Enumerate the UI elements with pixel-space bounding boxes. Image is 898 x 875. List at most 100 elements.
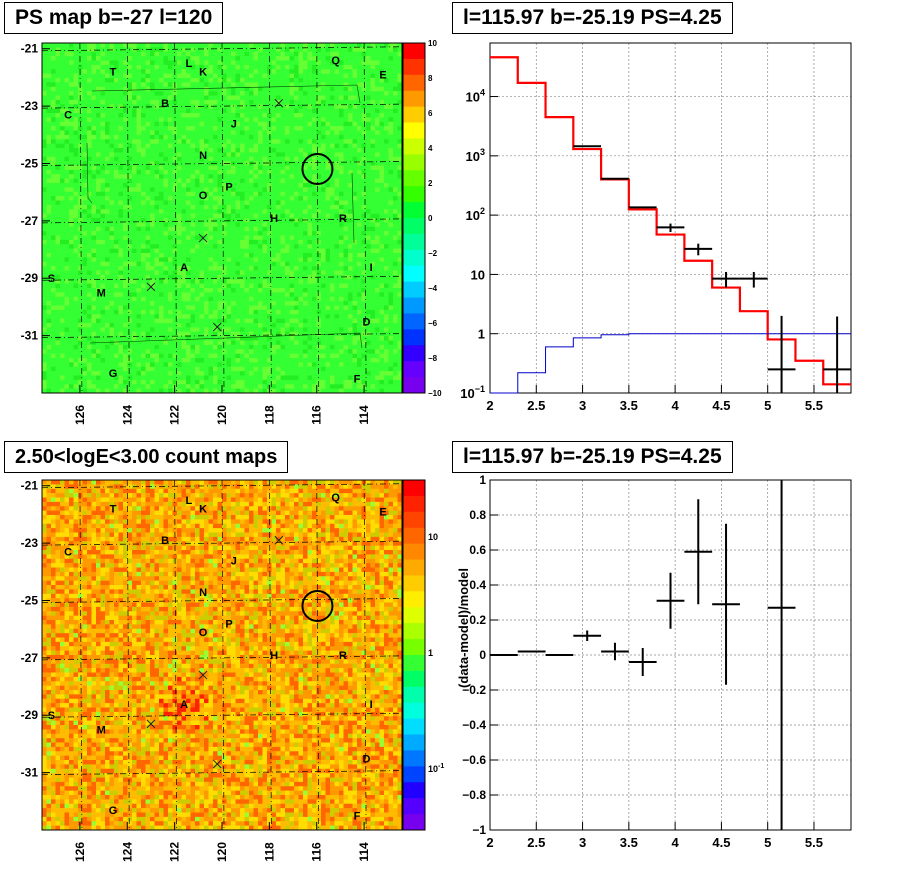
count-cross-marker <box>212 759 222 769</box>
count-source-label: Q <box>331 492 340 504</box>
count-source-label: F <box>354 811 361 823</box>
count-x-tick-label: 114 <box>357 842 371 862</box>
count-source-label: G <box>109 805 118 817</box>
ps-cross-marker <box>212 322 222 332</box>
ps-y-tick-label: -31 <box>21 329 39 343</box>
spectrum-y-tick-label: 1 <box>478 327 485 342</box>
residual-y-tick-label: −0.8 <box>462 788 486 802</box>
ps-y-tick-label: -23 <box>21 99 39 113</box>
ps-y-tick-label: -21 <box>21 42 39 56</box>
ps-map-gridlines <box>41 42 403 394</box>
ps-source-label: D <box>362 316 370 328</box>
spectrum-x-tick-label: 4 <box>672 398 680 413</box>
residual-y-tick-label: −1 <box>472 823 486 837</box>
spectrum-y-tick-label: 10−1 <box>460 384 485 401</box>
count-source-label: B <box>161 535 169 547</box>
ps-cross-marker <box>146 282 156 292</box>
ps-source-label: O <box>199 190 208 202</box>
spectrum-frame <box>489 42 852 394</box>
residual-y-tick-label: 0 <box>479 648 486 662</box>
ps-x-tick-label: 120 <box>215 405 229 425</box>
residual-y-tick-label: 0.8 <box>469 508 486 522</box>
residual-y-tick-label: −0.4 <box>462 718 486 732</box>
ps-y-tick-label: -27 <box>21 214 39 228</box>
ps-colorbar-tick-label: 4 <box>428 144 433 153</box>
spectrum-x-tick-label: 4.5 <box>712 398 730 413</box>
residual-y-tick-label: 1 <box>479 473 486 487</box>
spectrum-y-tick-label: 10 <box>471 267 485 282</box>
ps-x-tick-label: 118 <box>262 405 276 425</box>
count-colorbar <box>403 480 425 831</box>
residual-y-tick-label: 0.4 <box>469 578 486 592</box>
residual-x-tick-label: 5.5 <box>805 835 823 850</box>
count-source-label: I <box>370 699 373 711</box>
ps-colorbar-tick-label: 6 <box>428 109 433 118</box>
ps-y-tick-label: -29 <box>21 271 39 285</box>
residual-x-tick-label: 2 <box>486 835 493 850</box>
residual-x-tick-label: 3.5 <box>620 835 638 850</box>
ps-x-tick-label: 114 <box>357 405 371 425</box>
ps-source-label: S <box>48 273 55 285</box>
ps-colorbar-tick-label: −6 <box>428 319 438 328</box>
model-step-line <box>490 56 851 386</box>
ps-source-label: N <box>199 150 207 162</box>
ps-source-label: M <box>97 288 106 300</box>
count-source-label: P <box>225 618 232 630</box>
residual-y-tick-label: −0.6 <box>462 753 486 767</box>
count-source-label: R <box>339 650 347 662</box>
spectrum-y-tick-label: 104 <box>466 88 485 105</box>
ps-colorbar <box>403 43 425 394</box>
count-source-label: J <box>231 555 237 567</box>
ps-map-title: PS map b=-27 l=120 <box>4 2 224 34</box>
count-map-gridlines <box>41 479 403 831</box>
count-source-label: K <box>199 504 207 516</box>
ps-colorbar-tick-label: 8 <box>428 74 433 83</box>
count-source-label: E <box>379 507 386 519</box>
spectrum-x-tick-label: 3.5 <box>620 398 638 413</box>
ps-source-label: P <box>225 181 232 193</box>
spectrum-gridlines <box>489 43 851 394</box>
ps-source-label: K <box>199 67 207 79</box>
count-source-label: L <box>185 495 192 507</box>
ps-x-tick-label: 124 <box>120 405 134 425</box>
ps-colorbar-tick-label: −10 <box>428 389 442 398</box>
count-y-tick-label: -31 <box>21 766 39 780</box>
spectrum-x-tick-label: 5.5 <box>805 398 823 413</box>
ps-x-tick-label: 122 <box>168 405 182 425</box>
count-x-tick-label: 120 <box>215 842 229 862</box>
spectrum-x-tick-label: 2 <box>486 398 493 413</box>
count-colorbar-tick-label: 10-1 <box>428 763 444 774</box>
spectrum-y-tick-label: 103 <box>466 147 485 164</box>
ps-source-label: T <box>110 67 117 79</box>
residual-y-tick-label: −0.2 <box>462 683 486 697</box>
spectrum-x-tick-label: 5 <box>764 398 771 413</box>
count-source-label: T <box>110 504 117 516</box>
spectrum-title: l=115.97 b=-25.19 PS=4.25 <box>452 2 733 34</box>
ps-source-label: B <box>161 98 169 110</box>
count-source-label: O <box>199 627 208 639</box>
ps-source-label: I <box>370 262 373 274</box>
residual-x-tick-label: 5 <box>764 835 771 850</box>
count-source-label: H <box>270 650 278 662</box>
count-colorbar-frame <box>402 479 426 831</box>
residual-title: l=115.97 b=-25.19 PS=4.25 <box>452 441 733 473</box>
patch-boundary <box>351 172 355 244</box>
count-y-tick-label: -25 <box>21 593 39 607</box>
residual-y-tick-label: 0.6 <box>469 543 486 557</box>
count-cross-marker <box>146 719 156 729</box>
count-y-tick-label: -21 <box>21 479 39 493</box>
count-colorbar-tick-label: 1 <box>428 648 433 658</box>
count-cross-marker <box>274 535 284 545</box>
count-colorbar-tick-label: 10 <box>428 532 438 542</box>
ps-colorbar-tick-label: −4 <box>428 284 438 293</box>
ps-source-label: L <box>185 58 192 70</box>
count-cross-marker <box>198 670 208 680</box>
ps-source-label: J <box>231 118 237 130</box>
ps-x-tick-label: 116 <box>310 405 324 425</box>
count-y-tick-label: -27 <box>21 651 39 665</box>
ps-colorbar-frame <box>402 42 426 394</box>
count-x-tick-label: 124 <box>120 842 134 862</box>
ps-x-tick-label: 126 <box>73 405 87 425</box>
residual-x-tick-label: 4 <box>672 835 680 850</box>
